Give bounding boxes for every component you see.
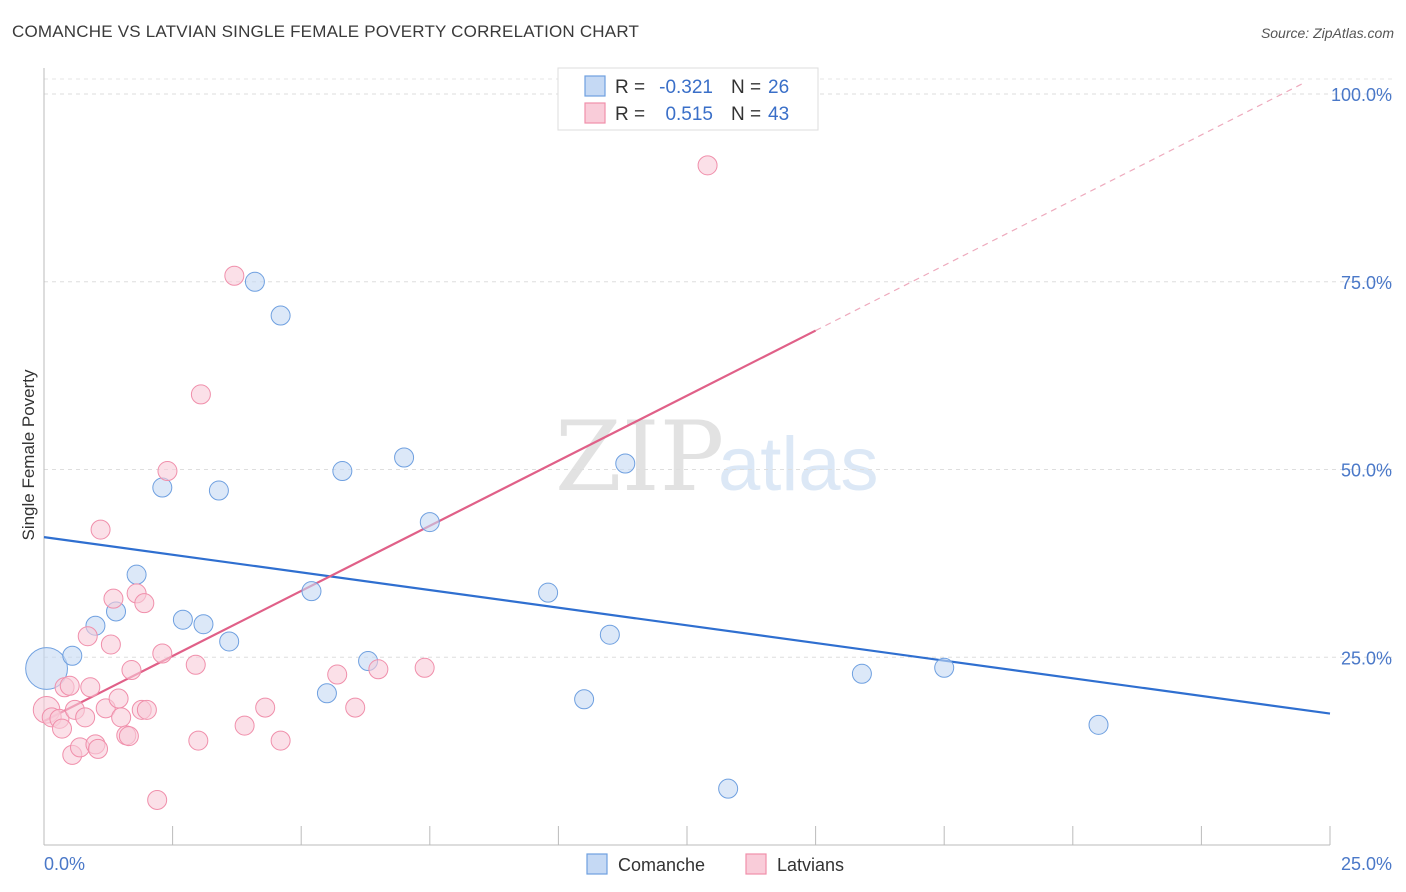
y-tick-label: 100.0% — [1331, 85, 1392, 105]
point-comanche — [615, 453, 636, 474]
point-latvians — [368, 659, 389, 680]
stats-n-value-latvians: 43 — [768, 104, 789, 125]
gridlines — [44, 78, 1392, 658]
stats-swatch-comanche — [584, 75, 606, 97]
point-latvians — [77, 626, 98, 647]
stats-n-value-comanche: 26 — [768, 77, 789, 98]
series-legend: Comanche Latvians — [586, 853, 844, 875]
chart-title: COMANCHE VS LATVIAN SINGLE FEMALE POVERT… — [12, 22, 640, 41]
point-latvians — [345, 697, 366, 718]
point-comanche — [126, 564, 147, 585]
stats-n-label-latvians: N = — [731, 104, 761, 125]
point-comanche — [193, 614, 214, 635]
point-comanche — [851, 663, 872, 684]
y-axis-title: Single Female Poverty — [19, 369, 38, 541]
point-latvians — [188, 730, 209, 751]
point-comanche — [419, 512, 440, 533]
point-latvians — [134, 593, 155, 614]
point-latvians — [327, 664, 348, 685]
source-credit: Source: ZipAtlas.com — [1260, 25, 1394, 41]
point-latvians — [90, 519, 111, 540]
trendline-extension-latvians — [815, 82, 1305, 332]
point-comanche — [219, 631, 240, 652]
point-latvians — [75, 707, 96, 728]
watermark-zip: ZIP — [555, 401, 724, 513]
y-tick-label: 50.0% — [1341, 461, 1392, 481]
point-comanche — [244, 271, 265, 292]
point-comanche — [62, 645, 83, 666]
y-tick-labels: 25.0% 50.0% 75.0% 100.0% — [1331, 85, 1392, 668]
stats-r-label-comanche: R = — [615, 77, 645, 98]
point-comanche — [172, 609, 193, 630]
stats-r-value-comanche: -0.321 — [659, 77, 713, 98]
point-latvians — [147, 789, 168, 810]
y-tick-label: 25.0% — [1341, 648, 1392, 668]
point-latvians — [152, 643, 173, 664]
y-tick-label: 75.0% — [1341, 273, 1392, 293]
legend-label-latvians: Latvians — [777, 855, 844, 875]
point-latvians — [136, 699, 157, 720]
point-comanche — [1088, 714, 1109, 735]
legend-swatch-latvians — [745, 853, 767, 875]
point-latvians — [255, 697, 276, 718]
stats-r-label-latvians: R = — [615, 104, 645, 125]
point-comanche — [574, 689, 595, 710]
point-latvians — [88, 738, 109, 759]
point-latvians — [52, 718, 73, 739]
point-comanche — [301, 581, 322, 602]
stats-swatch-latvians — [584, 102, 606, 124]
point-comanche — [394, 447, 415, 468]
point-comanche — [934, 657, 955, 678]
legend-label-comanche: Comanche — [618, 855, 705, 875]
point-comanche — [208, 480, 229, 501]
point-latvians — [80, 677, 101, 698]
trendline-comanche — [43, 536, 1331, 715]
point-comanche — [25, 647, 68, 690]
point-latvians — [111, 707, 132, 728]
x-tick-label-min: 0.0% — [44, 854, 85, 874]
point-comanche — [538, 582, 559, 603]
watermark-atlas: atlas — [718, 422, 879, 507]
stats-r-value-latvians: 0.515 — [665, 104, 713, 125]
stats-n-label-comanche: N = — [731, 77, 761, 98]
point-latvians — [121, 660, 142, 681]
point-latvians — [118, 726, 139, 747]
x-tick-label-max: 25.0% — [1341, 854, 1392, 874]
data-points — [25, 155, 1109, 810]
point-comanche — [316, 683, 337, 704]
point-latvians — [224, 265, 245, 286]
point-latvians — [270, 730, 291, 751]
point-comanche — [718, 778, 739, 799]
point-latvians — [100, 634, 121, 655]
point-latvians — [59, 675, 80, 696]
point-comanche — [599, 624, 620, 645]
point-comanche — [270, 305, 291, 326]
watermark: ZIP atlas — [555, 401, 879, 513]
point-latvians — [414, 657, 435, 678]
point-latvians — [185, 654, 206, 675]
point-latvians — [108, 688, 129, 709]
point-latvians — [190, 384, 211, 405]
stats-legend: R = -0.321 N = 26 R = 0.515 N = 43 — [557, 67, 819, 131]
point-comanche — [332, 461, 353, 482]
point-latvians — [234, 715, 255, 736]
legend-swatch-comanche — [586, 853, 608, 875]
point-latvians — [157, 461, 178, 482]
point-latvians — [103, 588, 124, 609]
point-latvians — [697, 155, 718, 176]
